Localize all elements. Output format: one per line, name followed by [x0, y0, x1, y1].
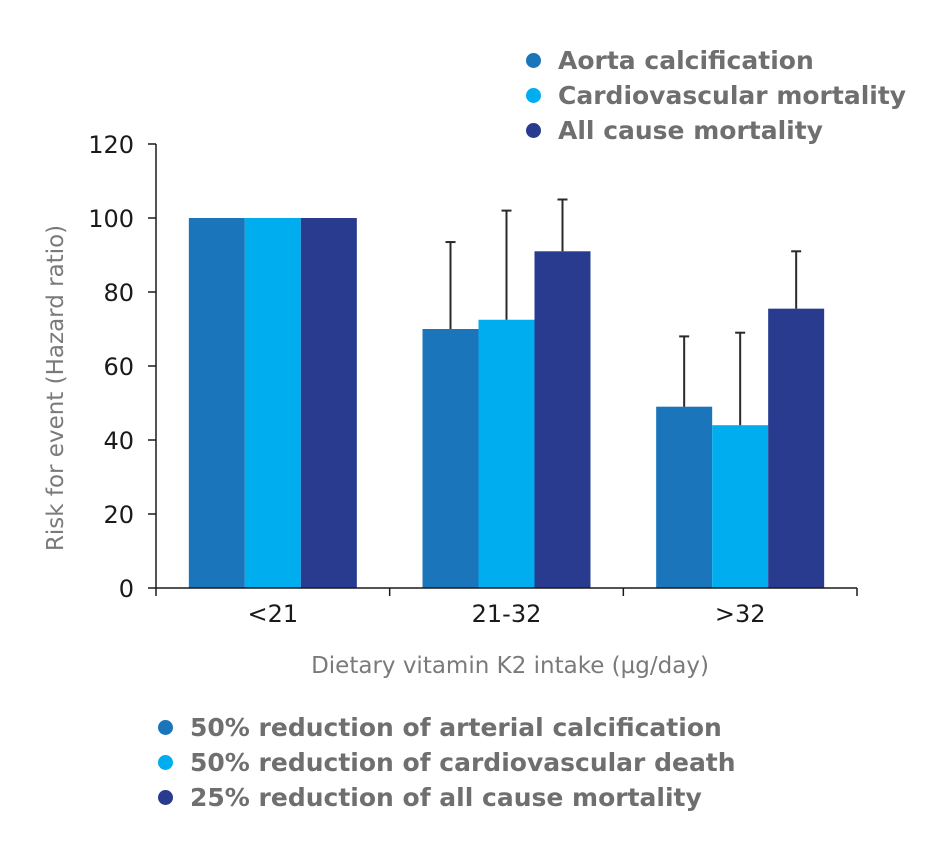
legend-label: Cardiovascular mortality	[558, 81, 907, 110]
legend-swatch-all-cause	[526, 123, 541, 138]
x-tick-label: 21-32	[472, 600, 542, 628]
legend-swatch-aorta	[526, 53, 541, 68]
error-bars-group	[445, 198, 802, 426]
annotations-list: 50% reduction of arterial calcification …	[158, 710, 736, 815]
y-tick-label: 20	[103, 501, 134, 529]
annotation-bullet	[158, 790, 173, 805]
bar	[478, 319, 535, 588]
x-axis-title: Dietary vitamin K2 intake (µg/day)	[311, 653, 709, 679]
bar	[656, 406, 713, 588]
annotation-text: 50% reduction of arterial calcification	[190, 713, 722, 742]
legend-item-cardiovascular: Cardiovascular mortality	[526, 78, 906, 113]
annotation-bullet	[158, 720, 173, 735]
legend-item-aorta: Aorta calcification	[526, 43, 906, 78]
axes-group: <21 21-32 >32 0 20 40 60 80 100 120	[88, 131, 858, 628]
legend: Aorta calcification Cardiovascular morta…	[526, 43, 906, 148]
bars-group	[188, 218, 825, 589]
y-tick-label: 40	[103, 427, 134, 455]
bar	[534, 251, 591, 589]
bar	[422, 329, 479, 588]
y-axis-title: Risk for event (Hazard ratio)	[43, 225, 69, 551]
bar	[300, 218, 357, 588]
bar	[712, 425, 769, 588]
y-tick-label: 80	[103, 279, 134, 307]
bar	[768, 308, 825, 588]
x-tick-label: <21	[248, 600, 299, 628]
y-tick-label: 60	[103, 353, 134, 381]
legend-label: All cause mortality	[558, 116, 823, 145]
legend-label: Aorta calcification	[558, 46, 814, 75]
annotation-text: 25% reduction of all cause mortality	[190, 783, 702, 812]
y-tick-label: 100	[88, 205, 134, 233]
annotation-item: 25% reduction of all cause mortality	[158, 780, 736, 815]
bar	[244, 218, 301, 588]
annotation-item: 50% reduction of arterial calcification	[158, 710, 736, 745]
annotation-bullet	[158, 755, 173, 770]
annotation-item: 50% reduction of cardiovascular death	[158, 745, 736, 780]
x-tick-label: >32	[715, 600, 766, 628]
legend-swatch-cardiovascular	[526, 88, 541, 103]
y-tick-label: 0	[119, 575, 134, 603]
y-tick-label: 120	[88, 131, 134, 159]
legend-item-all-cause: All cause mortality	[526, 113, 906, 148]
annotation-text: 50% reduction of cardiovascular death	[190, 748, 736, 777]
bar	[188, 218, 245, 588]
